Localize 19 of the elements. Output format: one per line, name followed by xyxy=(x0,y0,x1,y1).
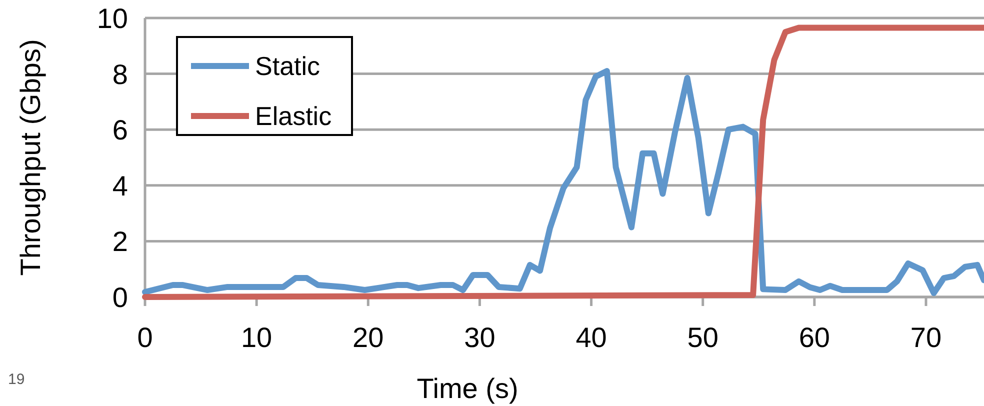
x-tick-label: 20 xyxy=(352,322,384,353)
x-tick-label: 70 xyxy=(910,322,942,353)
x-tick-label: 50 xyxy=(687,322,718,353)
legend-label: Static xyxy=(255,51,320,81)
x-tick-label: 40 xyxy=(576,322,607,353)
y-tick-label: 8 xyxy=(112,58,128,90)
x-tick-label: 10 xyxy=(240,322,272,353)
x-tick-label: 60 xyxy=(798,322,830,353)
y-tick-label: 10 xyxy=(96,3,128,34)
x-tick-label: 0 xyxy=(137,322,153,353)
y-axis-title: Throughput (Gbps) xyxy=(15,39,46,276)
y-tick-label: 6 xyxy=(112,114,128,146)
y-tick-label: 4 xyxy=(112,170,128,202)
y-tick-label: 0 xyxy=(112,282,128,313)
y-tick-label: 2 xyxy=(112,226,128,258)
text: 19 xyxy=(8,371,25,388)
x-axis-title: Time (s) xyxy=(416,373,518,404)
x-tick-label: 30 xyxy=(464,322,496,353)
legend-label: Elastic xyxy=(255,101,332,131)
